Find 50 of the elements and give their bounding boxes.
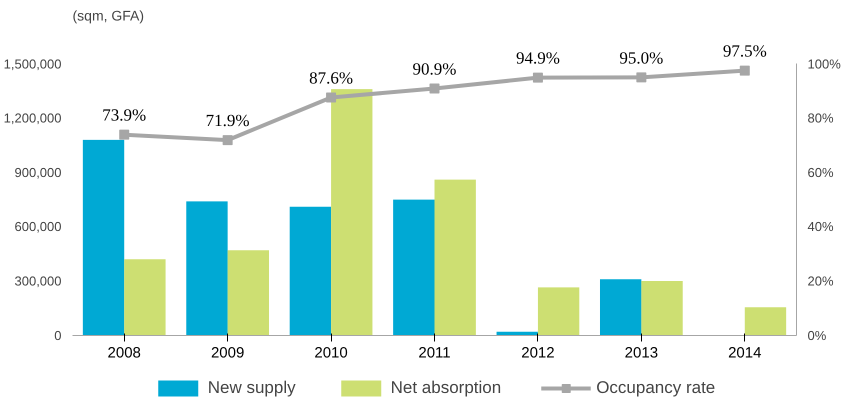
data-label: 87.6% [309, 68, 354, 88]
y2-tick-label: 100% [808, 56, 842, 72]
bar [82, 140, 124, 336]
legend-label: Occupancy rate [596, 378, 716, 398]
x-tick-label: 2010 [314, 344, 348, 362]
point [222, 135, 233, 146]
y-tick-label: 600,000 [14, 219, 62, 234]
bar [744, 307, 786, 336]
y-tick-label: 0 [54, 328, 62, 343]
bar [434, 180, 476, 336]
y2-tick-label: 20% [808, 274, 834, 289]
point [636, 72, 646, 82]
y-tick-label: 900,000 [14, 164, 62, 180]
point [119, 130, 130, 140]
bar [228, 250, 270, 336]
x-tick-label: 2013 [624, 344, 658, 362]
x-tick-label: 2011 [418, 344, 451, 362]
legend-label: Net absorption [390, 378, 502, 398]
x-tick-label: 2009 [210, 344, 244, 362]
data-label: 73.9% [102, 106, 146, 125]
bar [331, 89, 372, 336]
y-tick-label: 1,500,000 [4, 56, 62, 72]
data-label: 95.0% [619, 48, 664, 68]
y2-tick-label: 40% [808, 219, 834, 234]
bar [538, 287, 580, 336]
data-label: 71.9% [206, 111, 250, 130]
point [326, 92, 336, 102]
bar [393, 200, 434, 336]
bar [641, 281, 683, 336]
point [430, 84, 440, 94]
data-label: 97.5% [722, 42, 767, 61]
data-label: 90.9% [412, 60, 456, 79]
bar [290, 206, 332, 336]
bar [496, 332, 538, 336]
bar [600, 279, 642, 336]
data-label: 94.9% [516, 48, 560, 68]
x-tick-label: 2008 [108, 344, 141, 362]
point [740, 66, 750, 76]
bar [124, 259, 166, 336]
x-tick-label: 2014 [728, 344, 762, 362]
y2-tick-label: 0% [808, 328, 827, 343]
bar [186, 201, 228, 336]
legend-label: New supply [208, 378, 296, 398]
y-tick-label: 1,200,000 [4, 110, 62, 126]
y-axis-title: (sqm, GFA) [72, 8, 144, 24]
y2-tick-label: 60% [808, 164, 834, 180]
point [532, 72, 543, 83]
y-tick-label: 300,000 [14, 274, 62, 289]
x-tick-label: 2012 [521, 344, 555, 362]
y2-tick-label: 80% [808, 110, 834, 126]
